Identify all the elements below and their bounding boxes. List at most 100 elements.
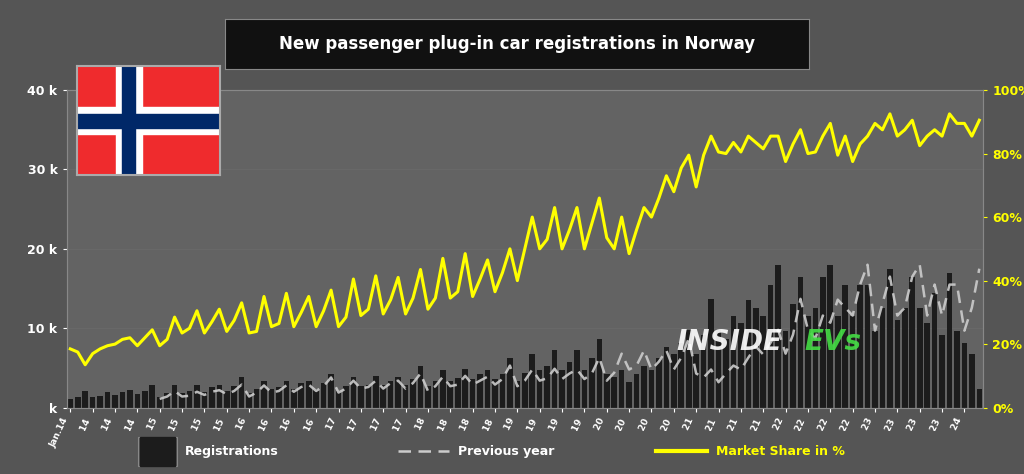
Bar xyxy=(507,357,513,408)
Bar xyxy=(679,343,684,408)
Bar xyxy=(627,382,632,408)
Bar xyxy=(75,397,81,408)
Bar xyxy=(895,319,900,408)
Bar xyxy=(366,384,371,408)
Bar xyxy=(909,277,915,408)
Bar xyxy=(686,330,691,408)
Bar xyxy=(514,381,520,408)
Bar xyxy=(522,373,527,408)
Bar xyxy=(329,374,334,408)
Bar xyxy=(138,437,177,466)
Bar xyxy=(805,316,811,408)
Bar xyxy=(484,370,490,408)
Bar xyxy=(574,350,580,408)
Bar xyxy=(977,389,982,408)
Bar xyxy=(470,379,475,408)
Bar xyxy=(298,383,304,408)
Bar xyxy=(477,374,483,408)
Bar xyxy=(179,392,185,408)
Bar xyxy=(150,384,155,408)
Bar xyxy=(239,377,245,408)
Bar xyxy=(113,395,118,408)
Bar xyxy=(775,264,781,408)
Bar xyxy=(313,389,318,408)
Bar xyxy=(634,374,639,408)
Bar xyxy=(745,300,752,408)
Bar xyxy=(709,299,714,408)
Text: New passenger plug-in car registrations in Norway: New passenger plug-in car registrations … xyxy=(280,35,755,53)
Bar xyxy=(373,376,379,408)
Bar xyxy=(887,269,893,408)
Bar xyxy=(343,386,349,408)
Bar xyxy=(276,387,282,408)
Bar xyxy=(216,384,222,408)
Bar xyxy=(231,386,237,408)
Bar xyxy=(529,354,536,408)
Bar xyxy=(268,389,274,408)
Bar xyxy=(432,381,438,408)
Bar xyxy=(82,391,88,408)
Bar xyxy=(202,392,207,408)
Bar xyxy=(693,354,699,408)
Bar xyxy=(321,383,327,408)
Bar xyxy=(381,384,386,408)
Bar xyxy=(671,355,677,408)
Bar xyxy=(447,381,453,408)
Bar xyxy=(411,379,416,408)
Bar xyxy=(700,335,707,408)
Bar xyxy=(186,391,193,408)
Bar xyxy=(925,323,930,408)
Bar xyxy=(716,330,721,408)
Bar xyxy=(857,284,863,408)
Bar xyxy=(648,370,654,408)
Bar xyxy=(306,381,311,408)
Bar xyxy=(932,292,937,408)
Bar xyxy=(463,369,468,408)
Text: INSIDE: INSIDE xyxy=(676,328,782,356)
Bar xyxy=(127,390,133,408)
Bar xyxy=(440,370,445,408)
Bar xyxy=(68,399,73,408)
Bar xyxy=(962,343,968,408)
Bar xyxy=(782,331,788,408)
Bar xyxy=(791,304,796,408)
Bar xyxy=(142,391,147,408)
Bar xyxy=(402,384,409,408)
Bar xyxy=(254,389,259,408)
Bar xyxy=(425,386,431,408)
Bar xyxy=(455,378,461,408)
Text: Registrations: Registrations xyxy=(184,445,279,458)
Bar xyxy=(611,377,617,408)
Bar xyxy=(827,264,834,408)
Bar xyxy=(954,331,959,408)
Bar xyxy=(388,381,393,408)
Bar xyxy=(872,331,878,408)
Bar xyxy=(500,374,505,408)
Bar xyxy=(224,391,229,408)
Bar xyxy=(589,357,595,408)
Bar xyxy=(247,392,252,408)
Bar xyxy=(835,316,841,408)
Bar xyxy=(97,396,102,408)
Bar xyxy=(90,397,95,408)
Bar xyxy=(552,350,557,408)
Bar xyxy=(140,438,175,465)
Bar xyxy=(395,377,401,408)
Bar xyxy=(597,338,602,408)
Bar xyxy=(761,316,766,408)
Bar xyxy=(195,385,200,408)
Bar xyxy=(418,365,423,408)
Bar xyxy=(731,316,736,408)
Bar xyxy=(880,308,885,408)
Bar xyxy=(537,370,543,408)
Bar xyxy=(566,362,572,408)
Text: Market Share in %: Market Share in % xyxy=(717,445,845,458)
Bar xyxy=(284,381,289,408)
Bar xyxy=(738,323,743,408)
Bar xyxy=(291,389,297,408)
Bar xyxy=(545,365,550,408)
Bar xyxy=(104,392,111,408)
Bar xyxy=(77,107,220,135)
Bar xyxy=(902,308,907,408)
Bar xyxy=(582,370,587,408)
